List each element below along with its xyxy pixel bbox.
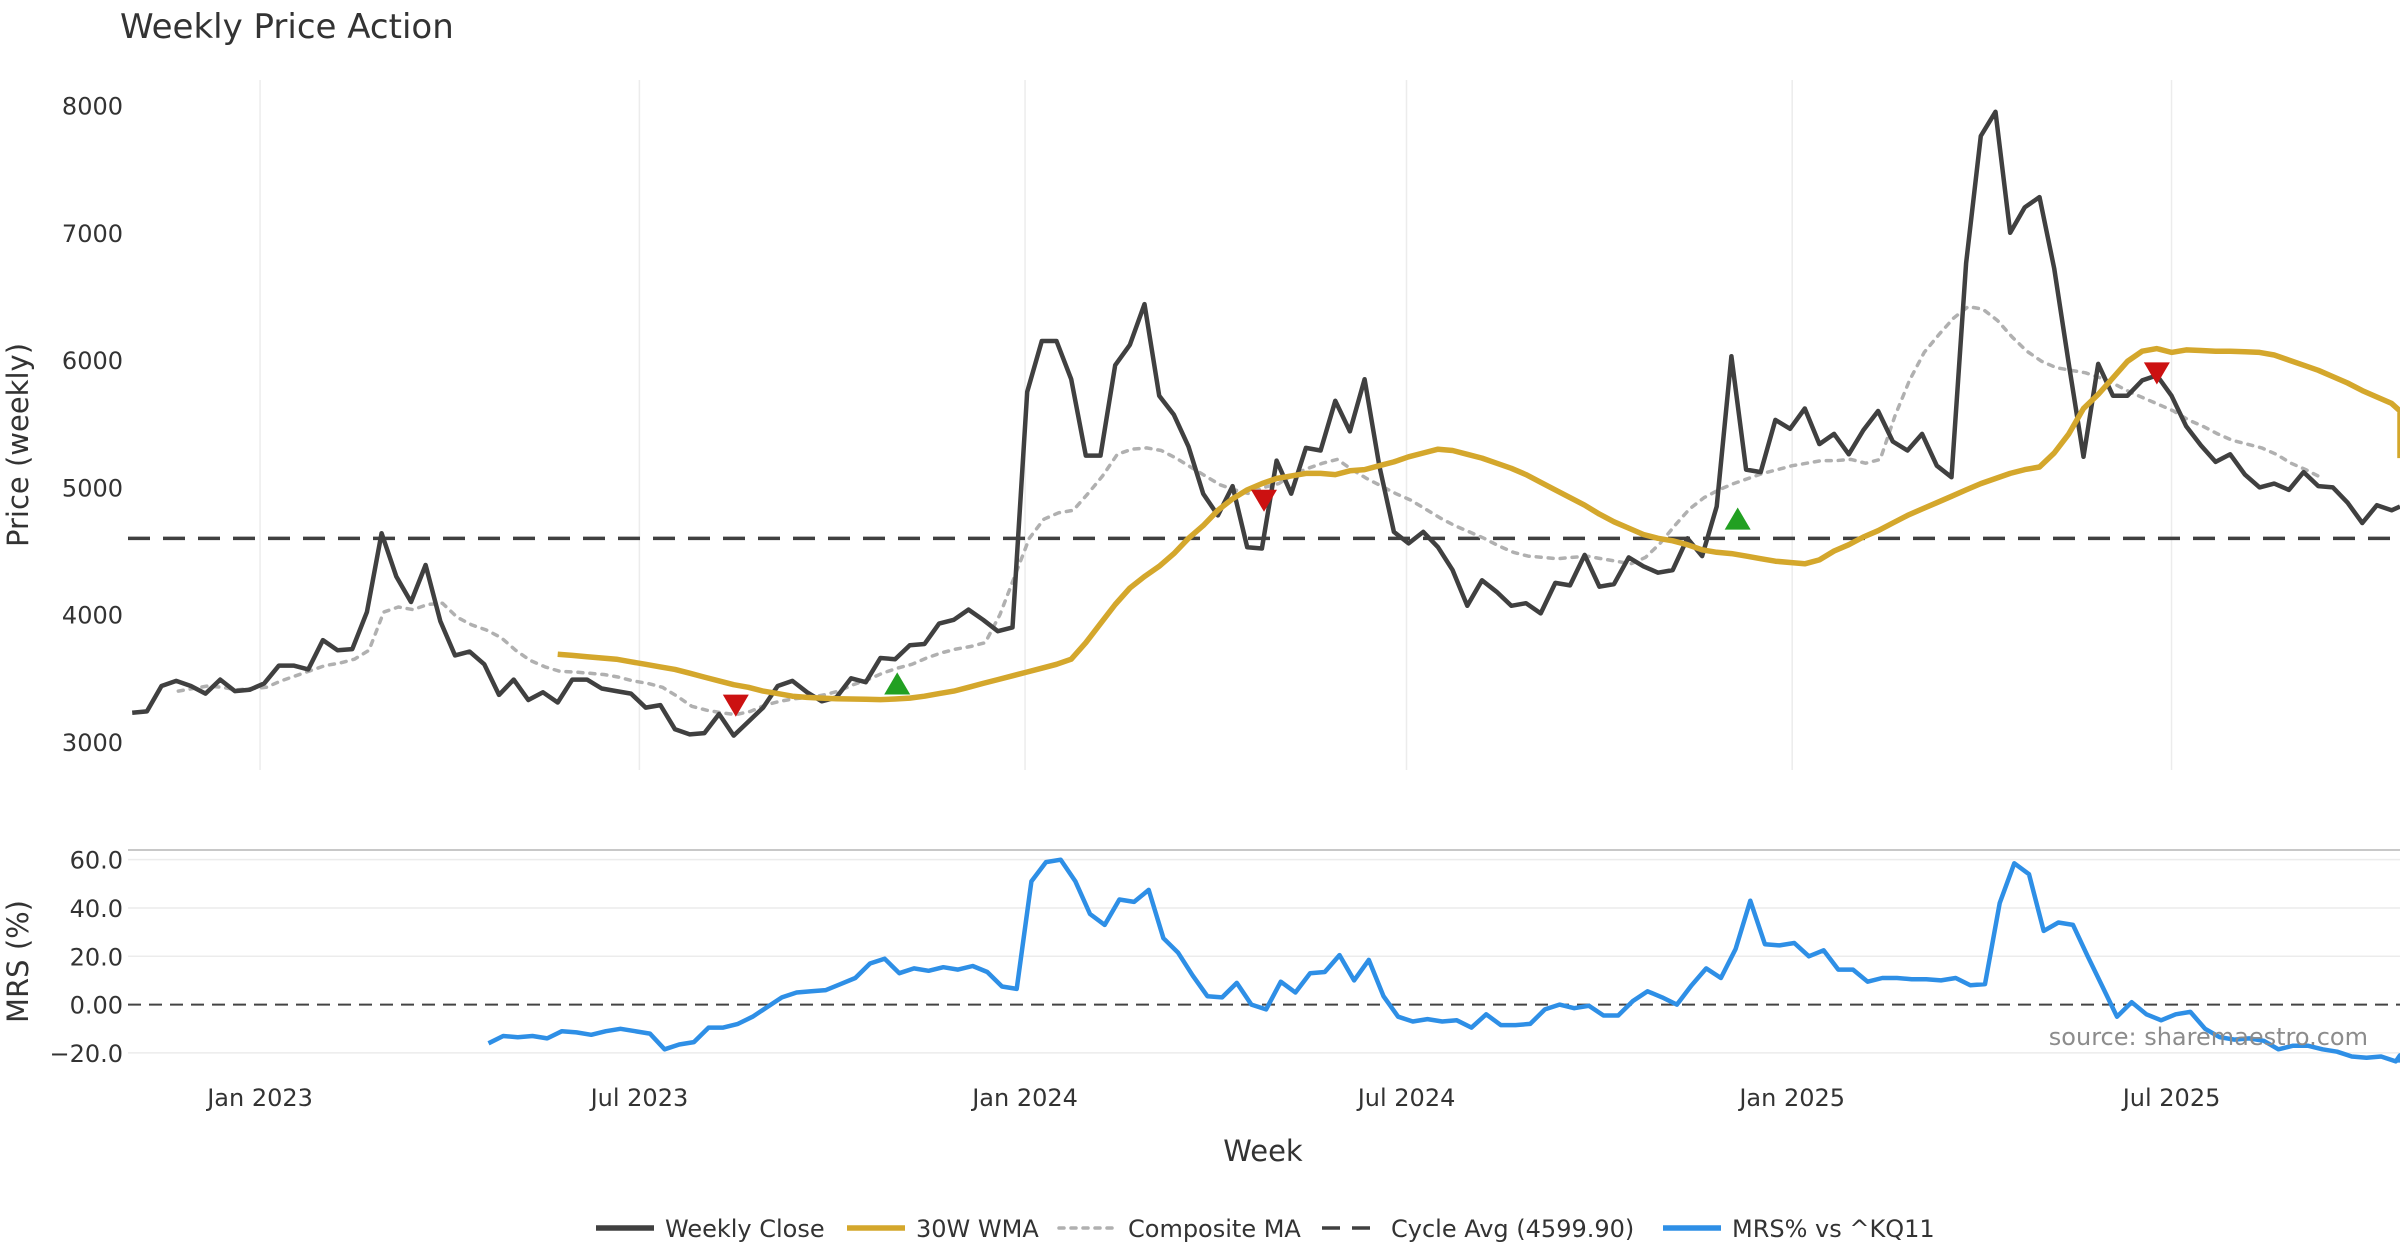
price-y-tick-label: 4000 xyxy=(62,602,123,630)
signal-markers xyxy=(722,362,2170,717)
series-mrs xyxy=(487,857,2400,1064)
series-weekly-close xyxy=(132,109,2400,738)
mrs-series-group xyxy=(487,857,2400,1064)
watermark-text: source: sharemaestro.com xyxy=(2049,1023,2368,1051)
x-tick-label: Jul 2023 xyxy=(589,1084,689,1112)
price-y-tick-label: 6000 xyxy=(62,347,123,375)
mrs-gridlines xyxy=(128,858,2400,1054)
x-axis-label: Week xyxy=(1223,1134,1303,1168)
buy-signal-marker xyxy=(1724,507,1751,530)
mrs-y-tick-label: 40.0 xyxy=(70,895,123,923)
price-y-axis-label: Price (weekly) xyxy=(1,343,35,547)
price-y-tick-label: 8000 xyxy=(62,92,123,120)
price-y-tick-label: 3000 xyxy=(62,729,123,757)
price-y-tick-label: 7000 xyxy=(62,220,123,248)
mrs-y-ticks: 60.0 40.0 20.0 0.00 −20.0 xyxy=(49,847,123,1068)
mrs-y-tick-label: 20.0 xyxy=(70,943,123,971)
price-y-ticks: 3000 4000 5000 6000 7000 8000 xyxy=(62,92,123,757)
legend-label: 30W WMA xyxy=(916,1215,1039,1243)
sell-signal-marker xyxy=(1251,489,1277,512)
price-y-tick-label: 5000 xyxy=(62,474,123,502)
x-tick-label: Jan 2024 xyxy=(970,1084,1078,1112)
x-tick-label: Jan 2023 xyxy=(205,1084,313,1112)
x-tick-label: Jul 2024 xyxy=(1356,1084,1456,1112)
x-tick-label: Jul 2025 xyxy=(2121,1084,2221,1112)
price-series-group xyxy=(132,109,2400,738)
legend-label: MRS% vs ^KQ11 xyxy=(1732,1215,1935,1243)
x-tick-label: Jan 2025 xyxy=(1737,1084,1845,1112)
buy-signal-marker xyxy=(884,672,911,695)
mrs-y-tick-label: 0.00 xyxy=(70,992,123,1020)
legend-label: Composite MA xyxy=(1128,1215,1301,1243)
sell-signal-marker xyxy=(2143,362,2170,385)
chart-title: Weekly Price Action xyxy=(120,7,454,47)
mrs-y-tick-label: −20.0 xyxy=(49,1040,123,1068)
mrs-y-axis-label: MRS (%) xyxy=(1,900,35,1023)
sell-signal-marker xyxy=(722,694,749,717)
series-30w-wma xyxy=(557,345,2400,703)
legend: Weekly Close 30W WMA Composite MA Cycle Avg… xyxy=(596,1215,1935,1243)
x-axis-ticks: Jan 2023 Jul 2023 Jan 2024 Jul 2024 Jan 2025… xyxy=(205,1084,2220,1112)
legend-label: Weekly Close xyxy=(665,1215,825,1243)
mrs-y-tick-label: 60.0 xyxy=(70,847,123,875)
legend-label: Cycle Avg (4599.90) xyxy=(1391,1215,1634,1243)
